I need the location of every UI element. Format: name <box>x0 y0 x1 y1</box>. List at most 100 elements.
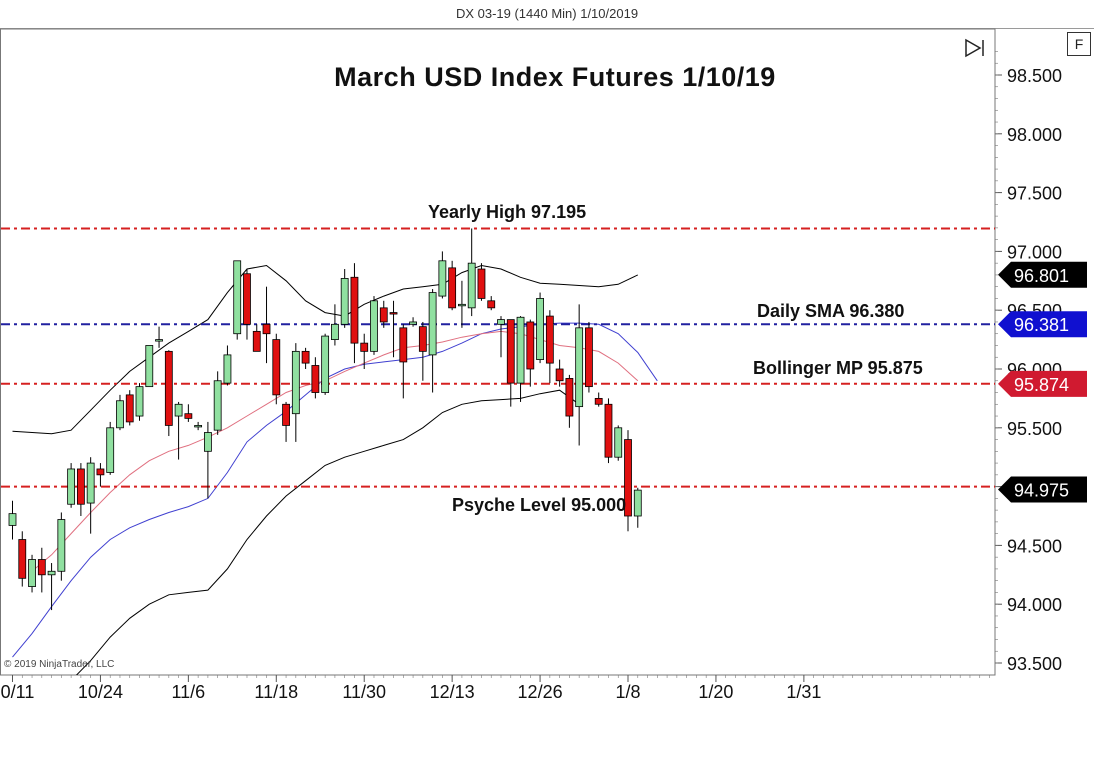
x-tick-label: 10/11 <box>0 682 34 702</box>
candle[interactable] <box>428 289 437 393</box>
candle[interactable] <box>96 463 105 487</box>
candle[interactable] <box>497 316 505 358</box>
candle-body <box>604 403 613 458</box>
candle[interactable] <box>272 333 281 405</box>
candle[interactable] <box>291 343 300 442</box>
candle[interactable] <box>262 286 271 364</box>
candle[interactable] <box>516 316 525 402</box>
candle[interactable] <box>370 296 378 355</box>
candle-body <box>594 397 603 405</box>
candle[interactable] <box>67 463 76 508</box>
candle[interactable] <box>331 304 339 346</box>
candle-body <box>506 319 515 384</box>
candle[interactable] <box>350 263 359 364</box>
candle-body <box>155 339 163 342</box>
candle[interactable] <box>76 463 85 516</box>
candle[interactable] <box>614 425 623 461</box>
candle-body <box>8 513 17 526</box>
candle[interactable] <box>223 345 232 386</box>
candle[interactable] <box>458 280 466 328</box>
candle[interactable] <box>526 319 535 387</box>
candle-body <box>125 394 134 423</box>
candle[interactable] <box>57 512 66 581</box>
candle[interactable] <box>506 319 515 407</box>
candle[interactable] <box>233 260 242 340</box>
candle[interactable] <box>116 394 124 431</box>
candle[interactable] <box>487 296 496 311</box>
candle[interactable] <box>575 304 584 446</box>
candle[interactable] <box>438 251 447 299</box>
scroll-to-end-icon[interactable] <box>962 38 988 58</box>
y-tick-label: 97.000 <box>1007 242 1062 262</box>
candle-body <box>545 315 554 364</box>
candle-body <box>321 335 330 393</box>
candle[interactable] <box>604 398 613 464</box>
price-marker-label: 95.874 <box>1014 375 1069 395</box>
candle[interactable] <box>125 390 134 426</box>
candle[interactable] <box>585 321 593 393</box>
candle[interactable] <box>633 487 642 528</box>
candle[interactable] <box>409 317 417 327</box>
candle[interactable] <box>389 300 398 358</box>
lower-band-line <box>75 389 580 675</box>
yearly-high-label: Yearly High 97.195 <box>428 202 587 222</box>
candle[interactable] <box>624 430 632 532</box>
candle[interactable] <box>399 324 408 399</box>
candle[interactable] <box>243 269 251 340</box>
candle-body <box>633 489 642 517</box>
candle[interactable] <box>106 421 115 475</box>
candle[interactable] <box>379 300 388 328</box>
candle[interactable] <box>47 563 56 611</box>
candle[interactable] <box>155 326 163 348</box>
candle[interactable] <box>194 421 203 431</box>
candle[interactable] <box>203 421 212 499</box>
candle[interactable] <box>565 374 574 428</box>
candle[interactable] <box>164 350 173 437</box>
candle[interactable] <box>311 357 320 399</box>
candle[interactable] <box>282 401 290 442</box>
candle[interactable] <box>594 392 603 407</box>
candle[interactable] <box>8 500 17 540</box>
candle-body <box>516 316 525 384</box>
candle[interactable] <box>18 531 27 587</box>
candle-body <box>282 403 290 426</box>
candle-body <box>526 321 535 370</box>
candle[interactable] <box>340 269 349 328</box>
candle[interactable] <box>145 345 154 388</box>
candle[interactable] <box>418 321 427 381</box>
candle-body <box>262 323 271 335</box>
candle[interactable] <box>448 260 457 311</box>
candle-body <box>458 303 466 307</box>
candle[interactable] <box>545 310 554 384</box>
candle[interactable] <box>321 333 330 395</box>
candle[interactable] <box>174 401 183 460</box>
bollinger-mp-label: Bollinger MP 95.875 <box>753 358 923 378</box>
candle-body <box>184 413 193 419</box>
f-button[interactable]: F <box>1067 32 1091 56</box>
candle[interactable] <box>252 324 261 352</box>
x-tick-label: 11/6 <box>172 682 206 702</box>
psyche-level-label: Psyche Level 95.000 <box>452 495 627 515</box>
candle-body <box>311 365 320 393</box>
candle-body <box>164 350 173 426</box>
price-marker-badge <box>998 261 1087 288</box>
candle[interactable] <box>536 292 544 364</box>
candle-body <box>145 345 154 388</box>
x-tick-label: 11/18 <box>254 682 298 702</box>
candle[interactable] <box>184 404 193 422</box>
candle-body <box>536 298 544 360</box>
candle[interactable] <box>86 457 95 534</box>
candle[interactable] <box>360 333 369 369</box>
candle-body <box>575 327 584 408</box>
candle[interactable] <box>467 228 476 317</box>
candle[interactable] <box>28 554 36 593</box>
candle[interactable] <box>477 263 486 301</box>
candle[interactable] <box>555 359 564 387</box>
candle[interactable] <box>135 383 144 421</box>
candle[interactable] <box>213 371 222 435</box>
candle[interactable] <box>301 347 310 369</box>
candle-body <box>487 300 496 309</box>
candle[interactable] <box>37 547 46 593</box>
candle-body <box>76 468 85 505</box>
